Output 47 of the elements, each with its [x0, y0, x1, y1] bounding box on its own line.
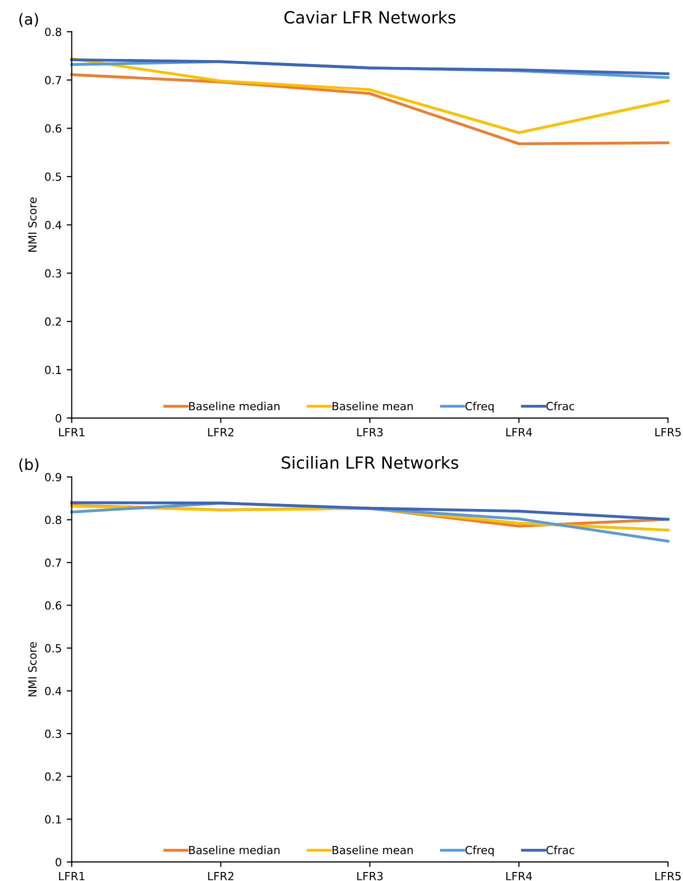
x-tick-label: LFR5: [655, 872, 681, 880]
y-tick-label: 0.9: [45, 472, 62, 482]
y-tick-label: 0.8: [45, 28, 62, 36]
y-tick-label: 0.5: [45, 644, 62, 652]
y-tick-label: 0.4: [45, 686, 62, 696]
y-tick-label: 0.7: [45, 76, 62, 84]
y-axis-title: NMI Score: [28, 198, 37, 252]
y-tick-label: 0.2: [45, 317, 61, 326]
text: (b): [19, 458, 38, 472]
x-tick-label: LFR5: [655, 428, 681, 436]
x-tick-label: LFR2: [208, 428, 234, 436]
y-tick-label: 0.3: [45, 730, 62, 738]
y-axis-title: NMI Score: [28, 642, 37, 696]
x-tick-label: LFR1: [59, 872, 84, 880]
y-tick-label: 0: [56, 858, 62, 866]
line-series: [70, 58, 670, 76]
line-series: [70, 57, 670, 134]
y-tick-label: 0.6: [45, 124, 62, 133]
y-tick-label: 0.6: [45, 601, 62, 610]
x-tick-label: LFR3: [357, 872, 383, 880]
y-tick-label: 0.1: [45, 815, 61, 824]
legend-label: Baseline median: [189, 402, 280, 410]
y-tick-label: 0.2: [45, 772, 61, 781]
legend-label: Baseline mean: [332, 846, 413, 854]
x-tick-label: LFR1: [59, 428, 84, 436]
x-tick-label: LFR4: [506, 428, 532, 436]
y-tick-label: 0.4: [45, 220, 62, 230]
text: (a): [19, 13, 38, 27]
y-tick-label: 0.7: [45, 558, 62, 567]
line-series: [70, 501, 670, 521]
legend-label: Baseline mean: [332, 402, 413, 410]
legend-label: Cfreq: [465, 402, 494, 412]
y-tick-label: 0.1: [45, 366, 61, 374]
legend-label: Baseline median: [189, 846, 280, 854]
y-tick-label: 0: [56, 414, 62, 422]
chart-title: Sicilian LFR Networks: [282, 456, 458, 469]
x-tick-label: LFR2: [208, 872, 234, 880]
y-tick-label: 0.3: [45, 269, 62, 278]
x-tick-label: LFR3: [357, 428, 383, 436]
y-tick-label: 0.8: [45, 516, 62, 524]
legend-label: Cfrac: [546, 846, 574, 854]
line-series: [70, 73, 670, 146]
legend-label: Cfrac: [546, 402, 574, 410]
chart-title: Caviar LFR Networks: [284, 10, 456, 24]
legend-label: Cfreq: [465, 846, 494, 856]
y-tick-label: 0.5: [45, 172, 62, 181]
x-tick-label: LFR4: [506, 872, 532, 880]
